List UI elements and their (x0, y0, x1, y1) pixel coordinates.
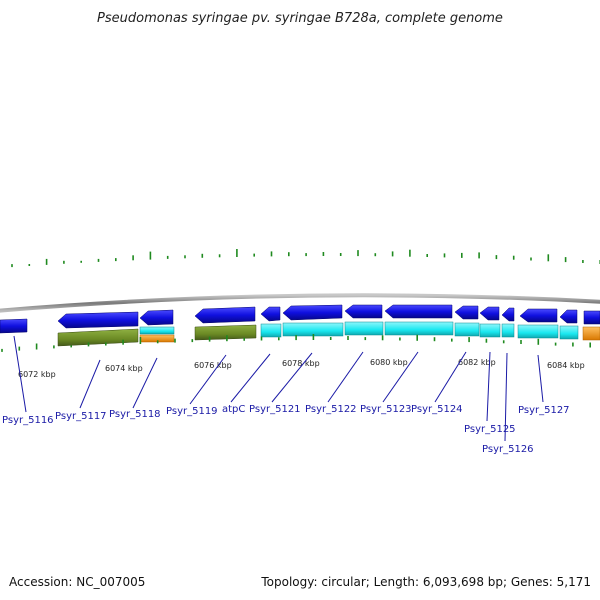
gene-label[interactable]: atpC (222, 404, 245, 415)
gene-label[interactable]: Psyr_5124 (411, 404, 463, 415)
feature-olive[interactable] (194, 324, 257, 341)
gene-label[interactable]: Psyr_5121 (249, 404, 301, 415)
gene-arrow[interactable] (0, 318, 28, 334)
gene-arrow[interactable] (384, 304, 453, 319)
gene-arrow[interactable] (479, 306, 500, 321)
feature-cyan[interactable] (479, 323, 501, 338)
genome-backbone (0, 293, 600, 313)
feature-orange[interactable] (582, 326, 600, 341)
gene-arrow[interactable] (139, 309, 174, 326)
tick-label: 6072 kbp (18, 370, 56, 379)
forward-genes (0, 304, 600, 334)
accession-text: Accession: NC_007005 (9, 575, 145, 589)
map-title: Pseudomonas syringae pv. syringae B728a,… (97, 11, 503, 26)
gene-label[interactable]: Psyr_5127 (518, 405, 570, 416)
gene-label[interactable]: Psyr_5125 (464, 424, 516, 435)
gc-ticks-top (11, 249, 600, 268)
gene-arrow[interactable] (583, 310, 600, 325)
gene-arrow[interactable] (501, 307, 515, 322)
gc-ticks-bottom (1, 334, 592, 352)
feature-cyan[interactable] (517, 324, 559, 339)
feature-cyan[interactable] (139, 326, 175, 335)
feature-cyan[interactable] (344, 321, 384, 336)
gene-arrow[interactable] (559, 309, 578, 324)
feature-olive[interactable] (57, 328, 139, 347)
tick-label: 6076 kbp (194, 361, 232, 370)
tick-label: 6082 kbp (458, 358, 496, 367)
feature-cyan[interactable] (384, 321, 454, 336)
gene-arrow[interactable] (344, 304, 383, 319)
tick-label: 6084 kbp (547, 361, 585, 370)
gene-arrow[interactable] (454, 305, 479, 320)
gene-arrow[interactable] (194, 306, 256, 324)
gene-arrow[interactable] (519, 308, 558, 323)
gene-arrow[interactable] (57, 311, 139, 329)
leader-lines (13, 335, 544, 442)
gene-label[interactable]: Psyr_5118 (109, 409, 161, 420)
tick-label: 6074 kbp (105, 364, 143, 373)
tick-label: 6080 kbp (370, 358, 408, 367)
feature-cyan[interactable] (501, 323, 515, 338)
gene-label[interactable]: Psyr_5119 (166, 406, 218, 417)
gene-label[interactable]: Psyr_5123 (360, 404, 412, 415)
tick-label: 6078 kbp (282, 359, 320, 368)
gene-arrow[interactable] (282, 304, 343, 321)
feature-cyan[interactable] (454, 322, 480, 337)
gene-label[interactable]: Psyr_5126 (482, 444, 534, 455)
gene-labels: Psyr_5116 Psyr_5117 Psyr_5118 Psyr_5119 … (2, 404, 570, 455)
gene-label[interactable]: Psyr_5116 (2, 415, 54, 426)
kbp-ruler: 6072 kbp 6074 kbp 6076 kbp 6078 kbp 6080… (18, 358, 585, 379)
feature-cyan[interactable] (559, 325, 579, 340)
gene-label[interactable]: Psyr_5122 (305, 404, 357, 415)
gene-arrow[interactable] (260, 306, 281, 322)
genome-summary-text: Topology: circular; Length: 6,093,698 bp… (260, 575, 591, 589)
feature-blocks (57, 321, 600, 347)
feature-cyan[interactable] (260, 323, 282, 338)
gene-label[interactable]: Psyr_5117 (55, 411, 107, 422)
